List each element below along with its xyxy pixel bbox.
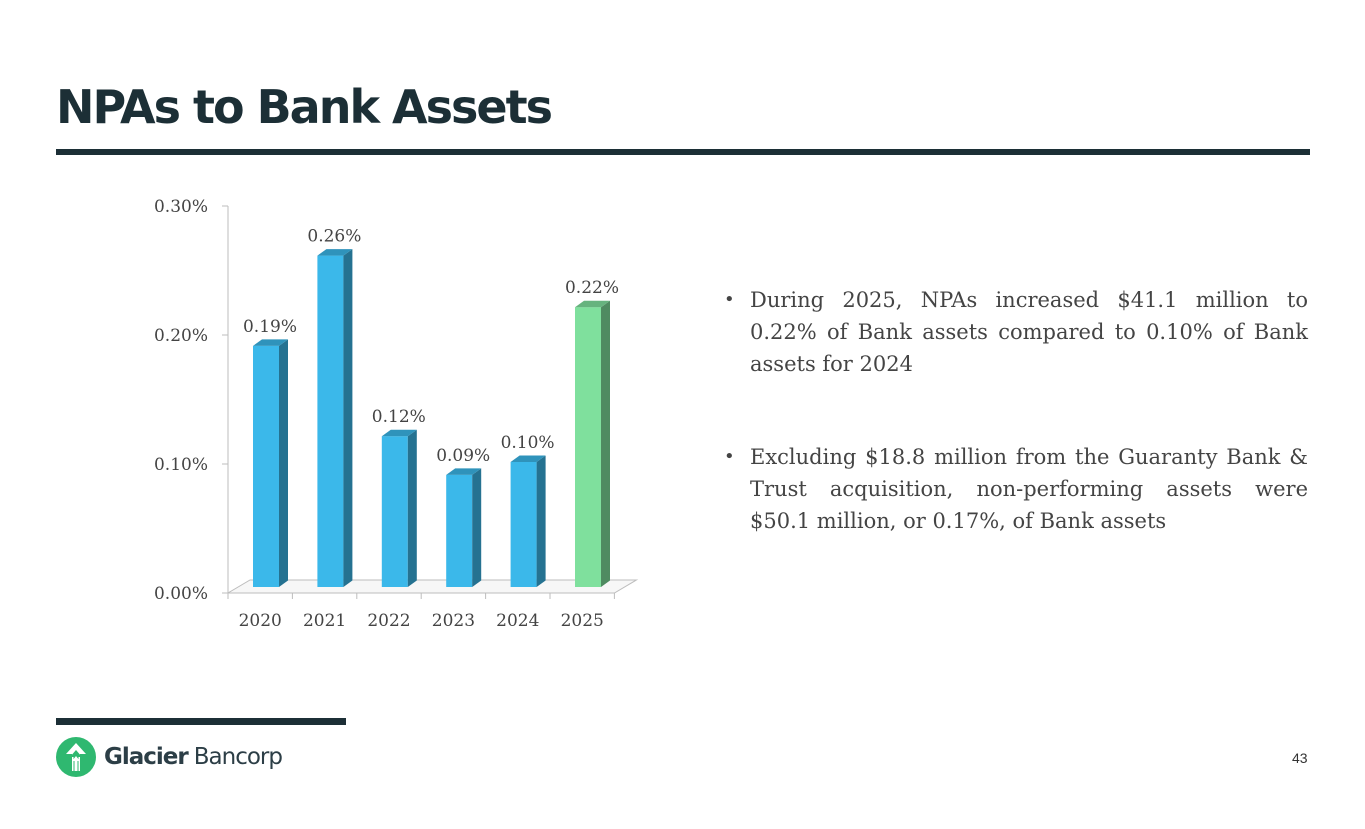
title-divider bbox=[56, 149, 1310, 155]
footer-divider bbox=[56, 718, 346, 725]
bar-top bbox=[510, 455, 546, 462]
x-tick-label: 2024 bbox=[496, 611, 539, 631]
bar-side bbox=[279, 339, 288, 587]
bar-top bbox=[381, 429, 417, 437]
y-tick-label: 0.00% bbox=[154, 584, 208, 604]
bar-top bbox=[575, 300, 610, 308]
bar-side bbox=[343, 249, 353, 587]
y-tick-label: 0.30% bbox=[154, 197, 208, 217]
bar-front bbox=[510, 462, 537, 587]
bar-data-label: 0.12% bbox=[372, 407, 426, 427]
logo-text-light: Bancorp bbox=[193, 744, 283, 770]
x-tick-label: 2023 bbox=[432, 611, 475, 631]
bar-side bbox=[472, 468, 482, 587]
bar-front bbox=[381, 436, 408, 587]
bullet-text: Excluding $18.8 million from the Guarant… bbox=[750, 445, 1308, 533]
logo-text-bold: Glacier bbox=[104, 744, 189, 770]
bar-top bbox=[317, 249, 353, 256]
bar-data-label: 0.09% bbox=[436, 446, 490, 466]
bullet-icon: • bbox=[724, 289, 735, 310]
bar-side bbox=[407, 429, 417, 587]
bar-data-label: 0.19% bbox=[243, 317, 297, 337]
glacier-logo-icon bbox=[56, 737, 96, 777]
bullet-text: During 2025, NPAs increased $41.1 millio… bbox=[750, 288, 1308, 376]
bullet-item: • Excluding $18.8 million from the Guara… bbox=[722, 441, 1308, 537]
bullet-item: • During 2025, NPAs increased $41.1 mill… bbox=[722, 284, 1308, 380]
x-tick-label: 2020 bbox=[239, 611, 282, 631]
bar-side bbox=[536, 455, 546, 587]
y-tick-label: 0.20% bbox=[154, 326, 208, 346]
page-title: NPAs to Bank Assets bbox=[56, 80, 553, 134]
bar-data-label: 0.26% bbox=[307, 227, 361, 247]
npa-bar-chart: 0.00% 0.10% 0.20% 0.30% 0.19% 2020 0.26% 2021 0.… bbox=[154, 197, 639, 631]
bullet-icon: • bbox=[724, 446, 735, 467]
company-logo: Glacier Bancorp bbox=[56, 737, 283, 777]
x-tick-label: 2021 bbox=[303, 611, 346, 631]
bar-data-label: 0.22% bbox=[565, 278, 619, 298]
bar-top bbox=[253, 339, 288, 346]
bar-front bbox=[446, 474, 473, 587]
bar-front bbox=[317, 255, 344, 587]
bar-front bbox=[575, 307, 601, 587]
y-tick-label: 0.10% bbox=[154, 455, 208, 475]
bar-data-label: 0.10% bbox=[501, 433, 555, 453]
bullet-list: • During 2025, NPAs increased $41.1 mill… bbox=[722, 284, 1308, 598]
page-number: 43 bbox=[1292, 750, 1308, 766]
x-tick-label: 2022 bbox=[367, 611, 410, 631]
bar-front bbox=[253, 345, 279, 587]
x-tick-label: 2025 bbox=[561, 611, 604, 631]
bar-top bbox=[446, 468, 482, 475]
bar-side bbox=[601, 300, 610, 587]
